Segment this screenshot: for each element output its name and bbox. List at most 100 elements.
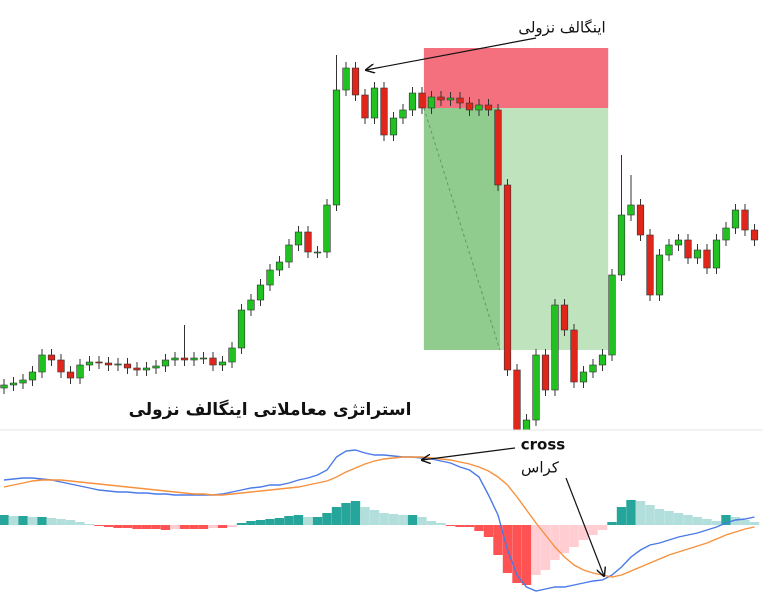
histogram-bar <box>170 525 180 529</box>
histogram-bar <box>0 515 9 525</box>
candle-body <box>494 109 502 186</box>
candle-body <box>342 67 350 91</box>
candle-body <box>475 104 483 111</box>
histogram-bar <box>588 525 598 535</box>
candle-body <box>646 234 654 296</box>
annotation: کراس <box>521 459 560 477</box>
annotation-arrow <box>366 37 537 70</box>
histogram-bar <box>436 523 446 525</box>
candle-body <box>361 94 369 119</box>
histogram-bar <box>369 510 380 525</box>
candle-body <box>570 329 578 383</box>
candle-body <box>351 67 360 96</box>
candle-body <box>57 359 65 373</box>
histogram-bar <box>151 525 161 529</box>
histogram-bar <box>626 500 636 525</box>
candle-body <box>28 371 37 381</box>
histogram-bar <box>445 525 456 526</box>
candle-body <box>655 254 664 296</box>
candle-body <box>465 102 474 111</box>
histogram-bar <box>132 525 142 529</box>
histogram-bar <box>664 511 674 525</box>
candle-body <box>133 367 141 371</box>
candle-body <box>703 249 711 269</box>
annotation-arrow <box>422 447 516 460</box>
histogram-bar <box>521 525 532 585</box>
histogram-bar <box>721 515 731 525</box>
candle-body <box>180 357 189 361</box>
candle-body <box>209 357 217 366</box>
candle-body <box>142 367 151 371</box>
candle-body <box>171 357 179 361</box>
histogram-bar <box>341 503 351 525</box>
histogram-bar <box>265 519 275 525</box>
annotation: اینگالف نزولی <box>518 19 605 37</box>
histogram-bar <box>673 513 684 525</box>
histogram-bar <box>559 525 570 553</box>
histogram-bar <box>740 520 750 525</box>
histogram-bar <box>103 525 114 527</box>
histogram-bar <box>246 521 256 525</box>
candle-body <box>522 419 531 430</box>
candle-body <box>47 354 56 361</box>
candle-body <box>218 361 227 366</box>
histogram-bar <box>493 525 503 555</box>
histogram-bar <box>483 525 494 537</box>
candle-body <box>304 231 312 253</box>
histogram-bar <box>189 525 199 529</box>
histogram-bar <box>284 516 294 525</box>
histogram-bar <box>426 521 437 525</box>
candle-body <box>38 354 46 373</box>
histogram-bar <box>417 517 427 525</box>
histogram-bar <box>379 513 389 525</box>
histogram-bar <box>702 519 712 525</box>
candle-body <box>712 239 721 269</box>
candle-body <box>114 363 122 366</box>
histogram-bar <box>27 517 38 525</box>
histogram-bar <box>274 518 285 525</box>
annotation: cross <box>521 436 566 454</box>
candle-body <box>437 96 445 101</box>
candle-body <box>427 96 436 109</box>
histogram-bar <box>160 525 171 530</box>
histogram-bar <box>208 525 218 528</box>
candle-body <box>152 365 160 369</box>
macd-panel <box>0 449 760 592</box>
candle-body <box>503 184 512 371</box>
candle-body <box>560 304 569 331</box>
candle-body <box>0 384 8 389</box>
histogram-bar <box>312 517 323 525</box>
stop-zone <box>423 48 609 108</box>
candle-body <box>627 204 635 216</box>
candle-body <box>19 379 27 384</box>
candle-body <box>741 209 749 231</box>
histogram-bar <box>398 515 408 525</box>
histogram-bar <box>654 509 665 525</box>
candle-body <box>190 357 198 361</box>
candle-body <box>199 357 208 360</box>
histogram-bar <box>8 516 19 525</box>
candle-body <box>636 204 645 236</box>
candle-body <box>617 214 626 276</box>
histogram-bar <box>692 517 703 525</box>
candle-body <box>456 97 464 104</box>
chart-title: استراتژی معاملاتی اینگالف نزولی <box>129 399 412 420</box>
histogram-bar <box>512 525 522 583</box>
histogram-bar <box>749 522 760 525</box>
macd-line <box>3 456 755 578</box>
histogram-bar <box>350 501 361 525</box>
histogram-bar <box>293 515 304 525</box>
candle-body <box>161 359 170 367</box>
candle-body <box>589 364 597 373</box>
histogram-bar <box>322 513 332 525</box>
histogram-bar <box>597 525 608 530</box>
candle-body <box>370 87 379 119</box>
histogram-bar <box>122 525 133 528</box>
histogram-bar <box>94 525 104 526</box>
histogram-bar <box>683 515 693 525</box>
histogram-bar <box>711 521 722 525</box>
histogram-bar <box>75 522 85 525</box>
candle-body <box>275 261 284 271</box>
histogram-bar <box>388 514 399 525</box>
